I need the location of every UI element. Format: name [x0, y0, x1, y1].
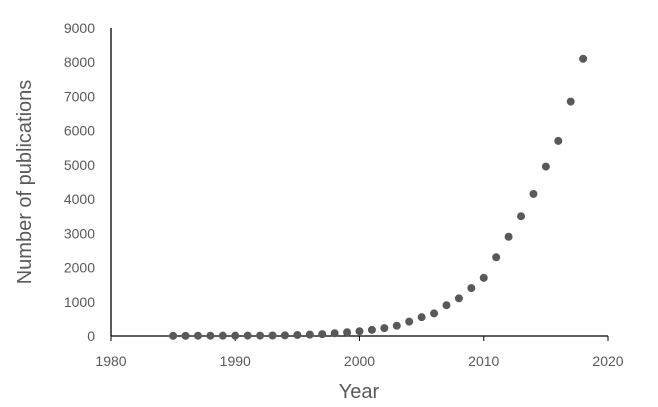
data-point — [218, 331, 227, 340]
data-point — [243, 331, 252, 340]
data-point — [541, 162, 550, 171]
data-point — [454, 294, 463, 303]
y-tick-label: 9000 — [64, 20, 95, 36]
x-tick-label: 2000 — [344, 353, 375, 369]
data-point — [517, 212, 526, 221]
data-point — [231, 331, 240, 340]
y-tick-label: 0 — [87, 328, 95, 344]
data-point — [566, 97, 575, 106]
data-point — [193, 331, 202, 340]
x-tick-label: 1980 — [95, 353, 126, 369]
y-tick-label: 6000 — [64, 123, 95, 139]
data-point — [206, 331, 215, 340]
data-point — [343, 328, 352, 337]
data-point — [529, 189, 538, 198]
y-tick-label: 8000 — [64, 54, 95, 70]
data-point — [442, 301, 451, 310]
data-point — [305, 330, 314, 339]
x-tick-label: 2020 — [592, 353, 623, 369]
data-point — [417, 313, 426, 322]
data-point — [579, 54, 588, 63]
data-point — [430, 309, 439, 318]
y-tick-label: 3000 — [64, 225, 95, 241]
y-tick-label: 4000 — [64, 191, 95, 207]
data-point — [318, 330, 327, 339]
data-point — [504, 232, 513, 241]
y-tick-label: 2000 — [64, 260, 95, 276]
data-point — [268, 331, 277, 340]
data-point — [181, 331, 190, 340]
data-point — [169, 331, 178, 340]
x-tick-labels: 1980 1990 2000 2010 2020 — [95, 336, 624, 369]
data-point — [367, 325, 376, 334]
data-point — [280, 331, 289, 340]
x-tick-label: 2010 — [468, 353, 499, 369]
y-tick-label: 5000 — [64, 157, 95, 173]
x-axis-title: Year — [339, 381, 380, 403]
data-point — [479, 273, 488, 282]
x-tick-label: 1990 — [220, 353, 251, 369]
data-point — [392, 321, 401, 330]
data-point — [256, 331, 265, 340]
data-points — [169, 54, 588, 340]
data-point — [492, 253, 501, 262]
data-point — [405, 317, 414, 326]
data-point — [293, 330, 302, 339]
data-point — [355, 327, 364, 336]
y-tick-label: 1000 — [64, 294, 95, 310]
y-tick-labels: 0 1000 2000 3000 4000 5000 6000 7000 8000 9000 — [64, 20, 95, 344]
data-point — [554, 136, 563, 145]
data-point — [330, 329, 339, 338]
data-point — [380, 324, 389, 333]
y-axis-title: Number of publications — [14, 80, 36, 285]
data-point — [467, 284, 476, 293]
y-tick-label: 7000 — [64, 88, 95, 104]
